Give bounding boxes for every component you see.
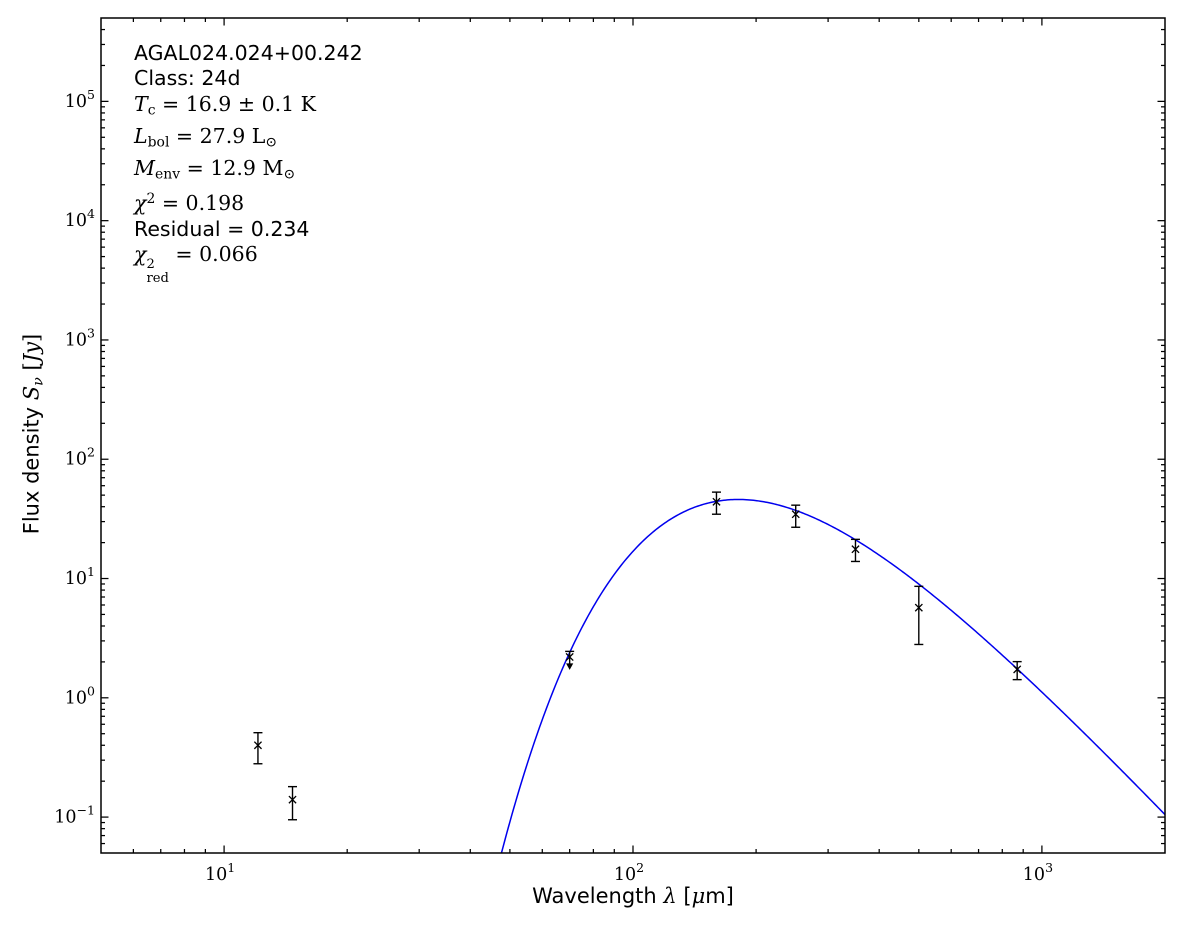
text-segment: ν: [30, 377, 47, 386]
text-segment: Class: 24d: [134, 66, 241, 91]
text-segment: S: [19, 385, 44, 401]
info-line-temperature: Tc = 16.9 ± 0.1 K: [134, 92, 363, 124]
text-segment: T: [134, 91, 148, 116]
down-arrow-head: [566, 663, 574, 670]
data-point: [914, 585, 924, 646]
y-tick-label: 103: [65, 325, 95, 350]
text-segment: = 0.066: [168, 242, 258, 267]
data-point: [288, 785, 298, 821]
x-marker: [851, 545, 860, 554]
text-segment: L: [134, 123, 148, 148]
x-marker: [791, 510, 800, 519]
text-segment: bol: [147, 134, 170, 151]
text-segment: ⊙: [265, 134, 278, 151]
text-segment: λ: [663, 884, 677, 908]
text-segment: 2: [146, 191, 156, 208]
x-marker: [914, 603, 923, 612]
text-segment: AGAL024.024+00.242: [134, 41, 363, 65]
data-point: [791, 504, 801, 528]
text-segment: Flux density: [19, 400, 44, 535]
info-line-residual: Residual = 0.234: [134, 217, 363, 242]
text-segment: ]: [19, 333, 44, 342]
text-segment: c: [147, 102, 156, 119]
text-segment: = 12.9 M: [180, 155, 284, 180]
info-line-chi-squared: χ2 = 0.198: [134, 187, 363, 216]
text-segment: Wavelength: [532, 884, 664, 908]
text-segment: env: [155, 166, 181, 183]
x-marker: [565, 652, 574, 662]
info-line-luminosity: Lbol = 27.9 L⊙: [134, 124, 363, 156]
text-segment: M: [134, 155, 155, 180]
info-line-envelope-mass: Menv = 12.9 M⊙: [134, 156, 363, 188]
y-tick-label: 102: [65, 445, 95, 470]
sed-fit-curve: [500, 498, 1165, 853]
info-line-class: Class: 24d: [134, 66, 363, 91]
y-tick-label: 105: [65, 87, 95, 112]
data-point: [253, 731, 263, 765]
data-point: [711, 491, 721, 515]
text-segment: = 16.9 ± 0.1 K: [155, 91, 316, 116]
source-info-block: AGAL024.024+00.242 Class: 24d Tc = 16.9 ± …: [134, 41, 363, 286]
data-point: [1012, 660, 1022, 681]
text-segment: χ: [134, 242, 147, 267]
y-tick-label: 104: [65, 206, 95, 231]
x-tick-label: 103: [1023, 860, 1053, 885]
data-point: [850, 538, 860, 563]
x-marker: [712, 497, 721, 506]
text-segment: 2 red: [146, 257, 169, 287]
x-tick-label: 101: [205, 860, 235, 885]
text-segment: Residual = 0.234: [134, 216, 310, 241]
text-segment: m]: [705, 884, 734, 908]
x-marker: [288, 795, 297, 804]
y-tick-label: 100: [65, 683, 95, 708]
data-point: [565, 650, 575, 670]
x-marker: [1013, 665, 1022, 674]
x-marker: [253, 741, 263, 750]
text-segment: μ: [691, 884, 706, 908]
y-tick-label: 101: [65, 564, 95, 589]
text-segment: = 27.9 L: [169, 123, 266, 148]
info-line-chi-squared-reduced: χ 2 red = 0.066: [134, 242, 363, 286]
text-segment: = 0.198: [155, 191, 245, 216]
y-axis-label: Flux density Sν [Jy]: [20, 334, 47, 534]
text-segment: χ: [134, 191, 147, 216]
y-tick-label: 10−1: [54, 803, 95, 828]
x-axis-label: Wavelength λ [μm]: [532, 884, 734, 908]
text-segment: ⊙: [283, 166, 296, 183]
info-line-source-name: AGAL024.024+00.242: [134, 41, 363, 66]
text-segment: [: [676, 884, 692, 908]
text-segment: Jy: [19, 341, 44, 363]
text-segment: [: [19, 362, 44, 378]
x-tick-label: 102: [614, 860, 644, 885]
axes-frame: [100, 17, 1166, 854]
